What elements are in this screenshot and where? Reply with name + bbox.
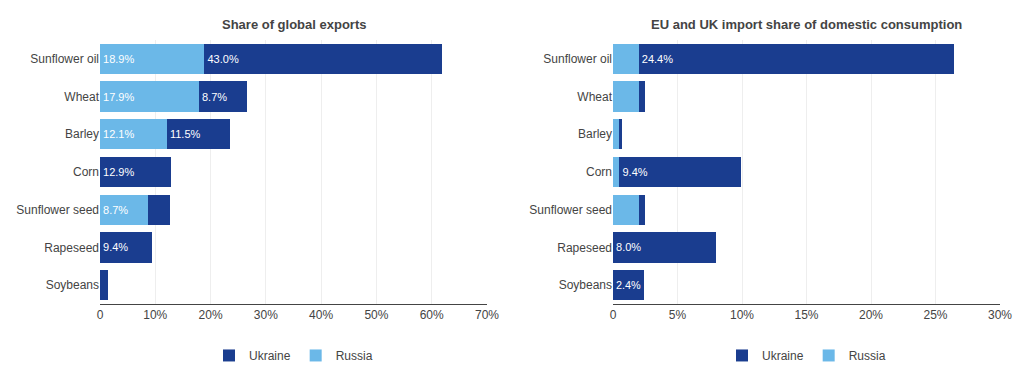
- svg-text:8.7%: 8.7%: [103, 204, 128, 216]
- svg-text:Ukraine: Ukraine: [249, 349, 291, 363]
- svg-text:Corn: Corn: [586, 165, 612, 179]
- svg-text:Sunflower seed: Sunflower seed: [16, 203, 99, 217]
- svg-text:20%: 20%: [859, 308, 883, 322]
- svg-text:11.5%: 11.5%: [170, 128, 201, 140]
- svg-text:43.0%: 43.0%: [207, 53, 238, 65]
- svg-text:17.9%: 17.9%: [103, 91, 134, 103]
- svg-text:Soybeans: Soybeans: [46, 278, 99, 292]
- svg-text:Barley: Barley: [578, 127, 612, 141]
- svg-text:25%: 25%: [923, 308, 947, 322]
- svg-text:Barley: Barley: [65, 127, 99, 141]
- svg-text:10%: 10%: [730, 308, 754, 322]
- svg-text:5%: 5%: [669, 308, 687, 322]
- svg-text:Sunflower oil: Sunflower oil: [543, 52, 612, 66]
- svg-text:Sunflower seed: Sunflower seed: [529, 203, 612, 217]
- svg-text:Soybeans: Soybeans: [559, 278, 612, 292]
- svg-text:Russia: Russia: [849, 349, 886, 363]
- svg-text:9.4%: 9.4%: [103, 241, 128, 253]
- svg-text:40%: 40%: [309, 308, 333, 322]
- svg-text:Share of global exports: Share of global exports: [222, 17, 366, 32]
- svg-text:8.7%: 8.7%: [202, 91, 227, 103]
- svg-text:30%: 30%: [254, 308, 278, 322]
- svg-text:9.4%: 9.4%: [622, 166, 647, 178]
- svg-text:Wheat: Wheat: [577, 90, 612, 104]
- svg-text:20%: 20%: [199, 308, 223, 322]
- svg-text:Russia: Russia: [336, 349, 373, 363]
- svg-text:8.0%: 8.0%: [616, 241, 641, 253]
- svg-text:0: 0: [97, 308, 104, 322]
- svg-text:EU and UK import share of dome: EU and UK import share of domestic consu…: [651, 17, 962, 32]
- svg-text:Sunflower oil: Sunflower oil: [30, 52, 99, 66]
- svg-text:Ukraine: Ukraine: [762, 349, 804, 363]
- svg-text:24.4%: 24.4%: [642, 53, 673, 65]
- svg-text:2.4%: 2.4%: [616, 279, 641, 291]
- svg-text:12.1%: 12.1%: [103, 128, 134, 140]
- svg-text:Wheat: Wheat: [64, 90, 99, 104]
- svg-text:0: 0: [610, 308, 617, 322]
- svg-text:Corn: Corn: [73, 165, 99, 179]
- svg-text:10%: 10%: [143, 308, 167, 322]
- svg-text:18.9%: 18.9%: [103, 53, 134, 65]
- svg-text:60%: 60%: [420, 308, 444, 322]
- svg-text:12.9%: 12.9%: [103, 166, 134, 178]
- svg-text:15%: 15%: [794, 308, 818, 322]
- svg-text:30%: 30%: [988, 308, 1012, 322]
- svg-text:70%: 70%: [475, 308, 499, 322]
- svg-text:50%: 50%: [364, 308, 388, 322]
- svg-text:Rapeseed: Rapeseed: [557, 241, 612, 255]
- svg-text:Rapeseed: Rapeseed: [44, 241, 99, 255]
